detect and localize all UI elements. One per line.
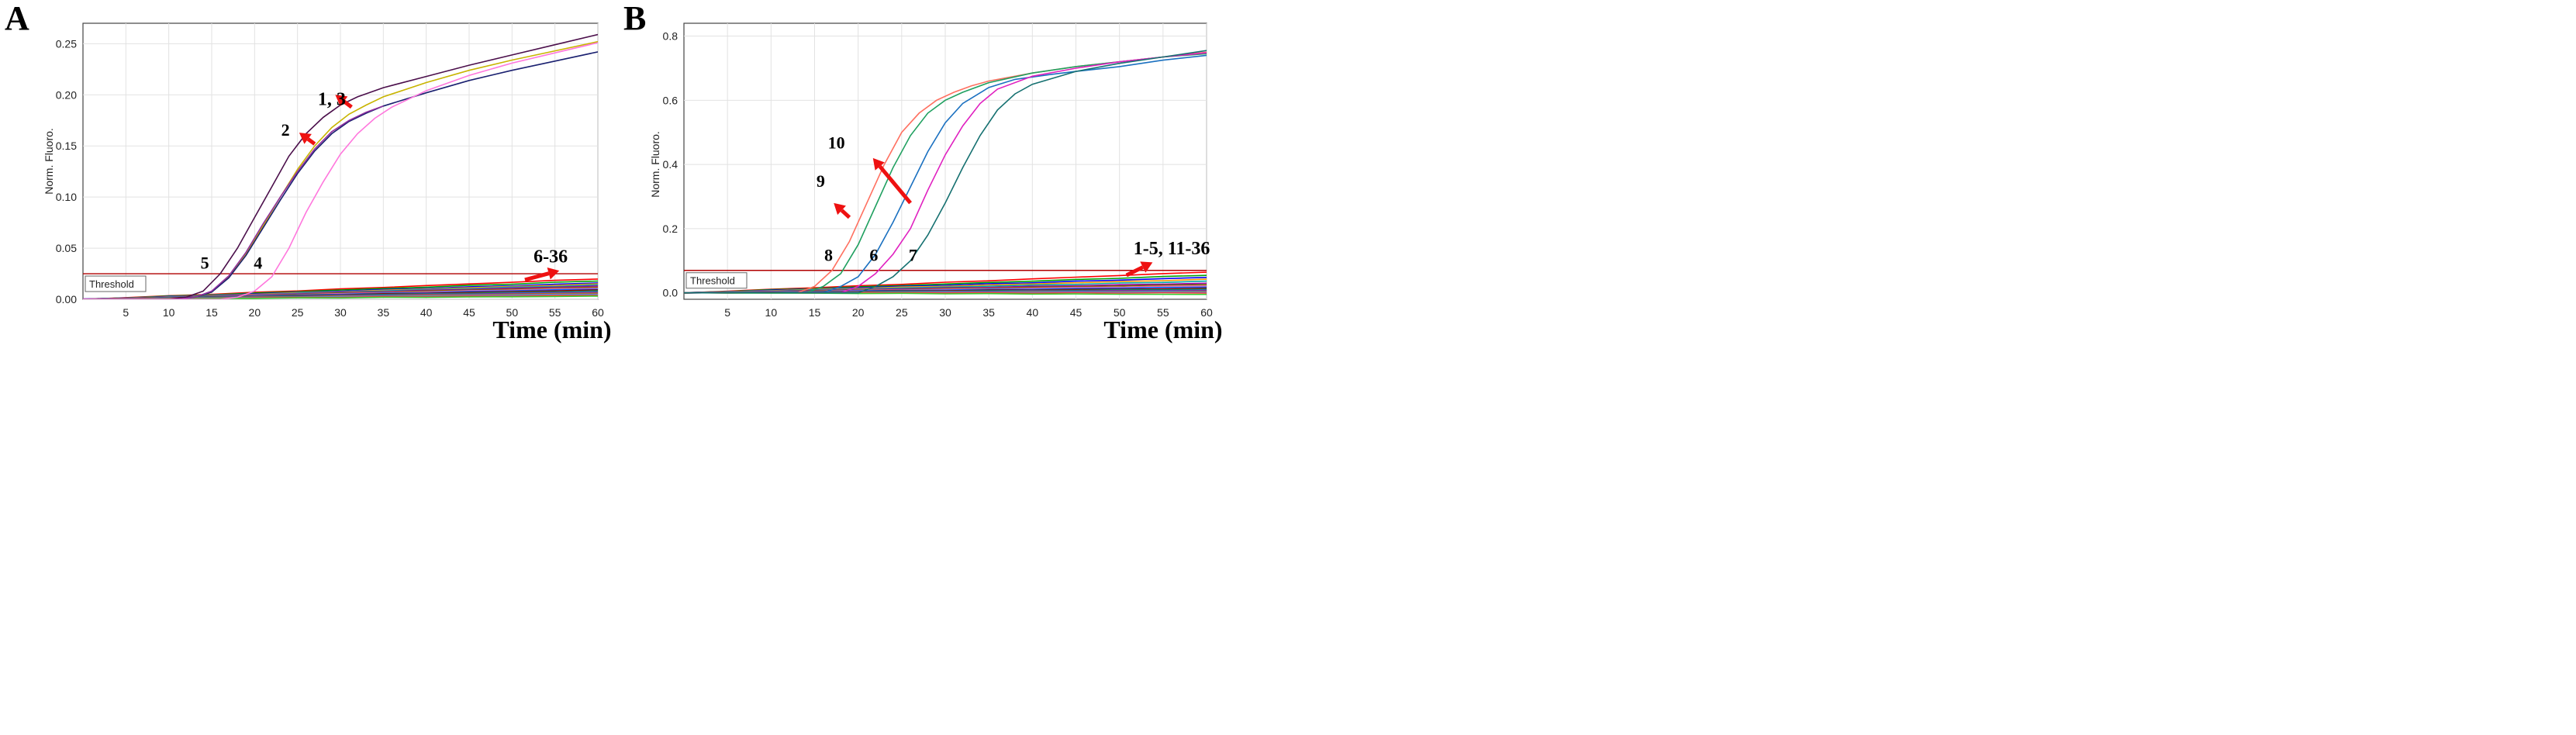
x-tick-label: 10: [163, 306, 175, 319]
amplification-curve: [684, 54, 1207, 294]
x-tick-label: 40: [1027, 306, 1039, 319]
red-arrow-shaft: [840, 209, 851, 219]
red-arrow-shaft: [1125, 265, 1144, 278]
curve-annotation: 1, 3: [318, 89, 346, 109]
x-axis-label: Time (min): [1103, 316, 1222, 343]
x-tick-label: 50: [506, 306, 519, 319]
y-tick-label: 0.05: [56, 242, 77, 254]
x-tick-label: 25: [292, 306, 304, 319]
x-tick-label: 25: [896, 306, 908, 319]
red-arrow-shaft: [878, 165, 912, 205]
y-axis-label: Norm. Fluoro.: [649, 131, 661, 198]
curve-annotation: 9: [817, 171, 825, 191]
x-tick-label: 30: [939, 306, 951, 319]
y-tick-label: 0.10: [56, 191, 77, 203]
x-tick-label: 15: [205, 306, 218, 319]
red-arrow-head: [299, 133, 312, 144]
plot-content: Threshold: [684, 50, 1207, 295]
curve-annotation: 1-5, 11-36: [1134, 239, 1210, 259]
panel-a: 5 10 15 20 25 30 35 40 45 50 55 600.000.050.100.150…: [5, 0, 612, 343]
y-tick-label: 0.25: [56, 37, 77, 50]
threshold-label: Threshold: [89, 278, 134, 290]
x-tick-label: 20: [249, 306, 261, 319]
x-tick-label: 60: [592, 306, 604, 319]
threshold-label-box: [85, 275, 147, 292]
y-tick-label: 0.2: [663, 223, 679, 235]
amplification-curve: [83, 51, 598, 299]
x-tick-label: 45: [463, 306, 475, 319]
curve-annotation: 7: [909, 245, 917, 264]
x-tick-label: 15: [809, 306, 821, 319]
red-arrow-head: [834, 202, 846, 216]
curve-annotation: 4: [254, 253, 262, 272]
x-tick-label: 60: [1200, 306, 1213, 319]
y-tick-label: 0.15: [56, 140, 77, 152]
y-tick-label: 0.6: [663, 94, 679, 106]
x-tick-label: 20: [852, 306, 865, 319]
x-tick-label: 5: [724, 306, 730, 319]
y-axis-label: Norm. Fluoro.: [43, 128, 55, 195]
red-arrow-head: [335, 95, 348, 107]
red-arrow-shaft: [524, 271, 550, 282]
curve-annotation: 6-36: [534, 247, 568, 267]
x-tick-label: 35: [982, 306, 995, 319]
red-arrow-head: [1140, 261, 1153, 273]
red-arrow-shaft: [343, 99, 353, 109]
panel-b: 5 10 15 20 25 30 35 40 45 50 55 60 0.0 0.2 0.4 0.6 0.8 No…: [623, 0, 1223, 343]
y-tick-label: 0.4: [663, 158, 679, 171]
curve-annotation: 5: [201, 253, 209, 272]
amplification-curve: [684, 50, 1207, 294]
x-tick-label: 10: [765, 306, 778, 319]
x-tick-label: 55: [1157, 306, 1169, 319]
red-arrow-head: [547, 267, 560, 280]
curve-annotation: 10: [828, 133, 845, 152]
x-tick-label: 55: [549, 306, 561, 319]
amplification-curve: [684, 52, 1207, 294]
curve-annotation: 6: [869, 245, 878, 264]
threshold-label: Threshold: [690, 275, 735, 287]
curve-annotation: 2: [281, 120, 290, 140]
panel-letter: B: [623, 0, 646, 37]
x-tick-label: 40: [420, 306, 433, 319]
amplification-curve: [83, 42, 598, 299]
amplification-curve: [83, 105, 384, 299]
x-tick-label: 45: [1070, 306, 1083, 319]
panel-letter: A: [5, 0, 29, 37]
y-tick-label: 0.20: [56, 88, 77, 101]
amplification-curve: [684, 53, 1207, 294]
red-arrow-shaft: [306, 137, 316, 146]
x-tick-label: 5: [123, 306, 129, 319]
red-arrow-head: [872, 157, 885, 171]
x-tick-label: 30: [334, 306, 347, 319]
y-tick-label: 0.8: [663, 30, 679, 43]
x-tick-label: 35: [378, 306, 390, 319]
y-tick-label: 0.0: [663, 287, 679, 299]
y-tick-label: 0.00: [56, 293, 77, 305]
curve-annotation: 8: [824, 245, 833, 264]
threshold-label-box: [685, 272, 748, 289]
x-tick-label: 50: [1114, 306, 1126, 319]
x-axis-label: Time (min): [492, 316, 611, 343]
